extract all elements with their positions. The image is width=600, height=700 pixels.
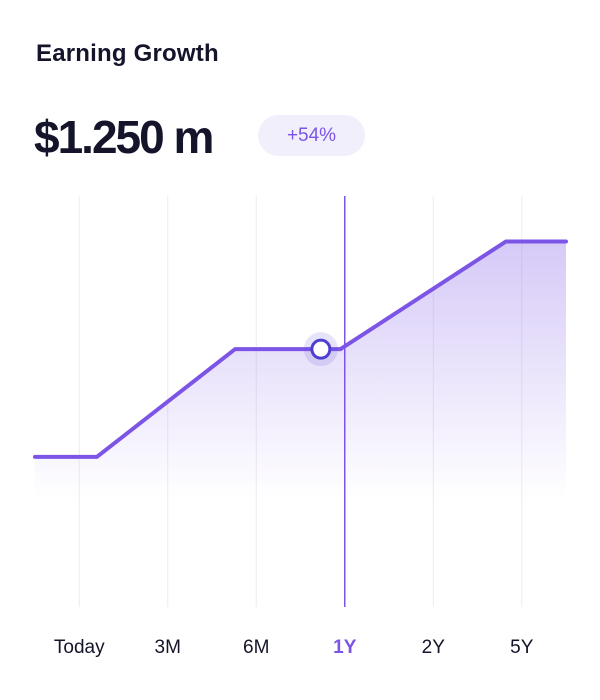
marker[interactable] xyxy=(310,338,332,360)
line xyxy=(33,239,568,459)
change-badge: +54% xyxy=(258,115,365,156)
selected-tab[interactable]: 1Y xyxy=(333,637,357,658)
x-tick-label[interactable]: 5Y xyxy=(510,637,534,658)
x-tick-label[interactable]: 2Y xyxy=(422,637,446,658)
x-tick-label[interactable]: 6M xyxy=(243,637,269,658)
amount: $1.250 m xyxy=(34,111,214,163)
x-tick-label[interactable]: 3M xyxy=(155,637,181,658)
title: Earning Growth xyxy=(36,40,219,67)
x-tick-label[interactable]: Today xyxy=(54,637,105,658)
area xyxy=(35,241,566,501)
